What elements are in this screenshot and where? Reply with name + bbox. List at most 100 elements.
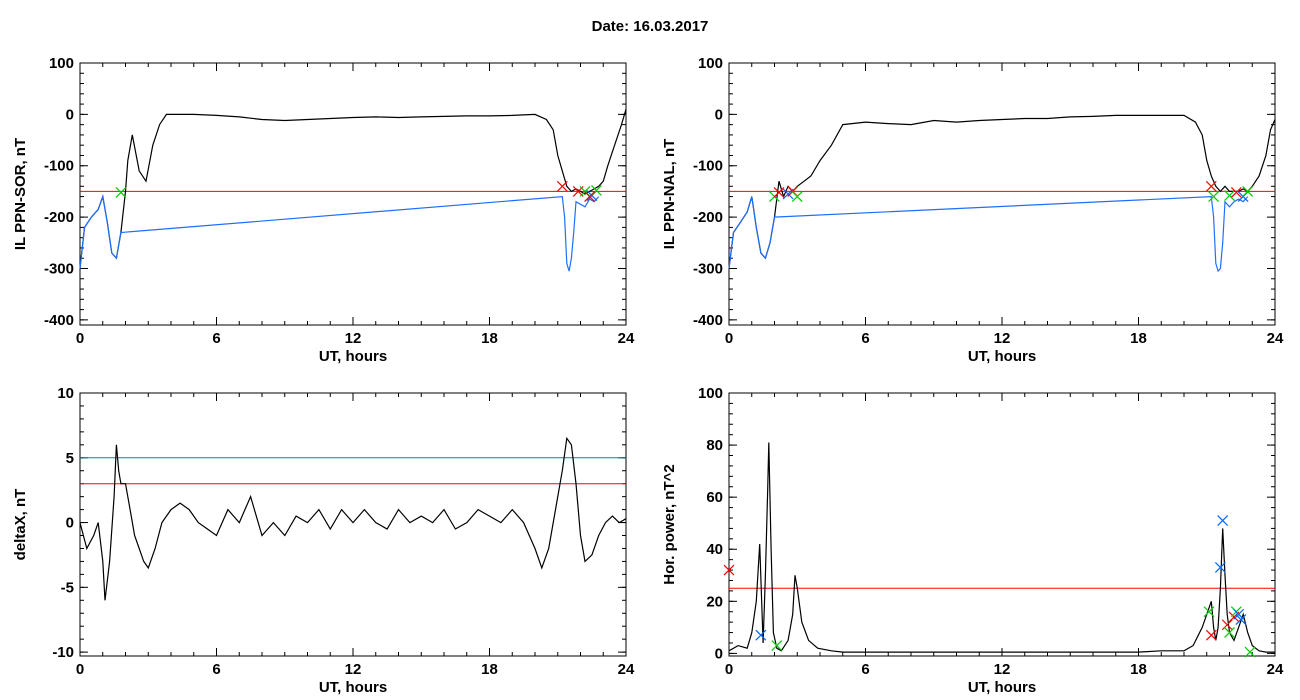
y-tick-label: 0 [66, 106, 74, 123]
y-tick-label: -100 [693, 158, 723, 175]
x-tick-label: 12 [345, 661, 362, 678]
chart-panel-3: 0 6 12 18 24 -10 -5 0 5 10 UT, hours deltaX, nT [12, 385, 635, 696]
x-marker [1224, 190, 1235, 201]
y-tick-label: -200 [693, 209, 723, 226]
x-marker-stroke [1233, 608, 1245, 620]
y-tick-label: -300 [44, 260, 74, 277]
x-marker [773, 187, 785, 198]
x-marker-stroke [755, 629, 767, 641]
x-marker [1242, 186, 1254, 197]
x-marker [556, 180, 568, 192]
x-tick-label: 24 [1267, 661, 1284, 678]
y-tick-label: 60 [706, 489, 723, 506]
y-axis-label: IL PPN-NAL, nT [661, 139, 678, 250]
series-line [79, 109, 627, 269]
x-marker [1203, 606, 1215, 618]
x-tick-label: 12 [994, 661, 1011, 678]
x-tick-label: 0 [725, 330, 733, 347]
x-marker [791, 191, 803, 202]
x-marker [771, 640, 783, 652]
y-tick-label: -400 [693, 312, 723, 329]
x-marker [1205, 180, 1217, 192]
x-marker-stroke [1217, 515, 1229, 527]
x-marker [755, 629, 767, 641]
y-axis-label: deltaX, nT [12, 489, 29, 561]
y-tick-label: 0 [715, 645, 723, 662]
x-tick-label: 24 [618, 330, 635, 347]
x-marker-stroke [1224, 627, 1235, 638]
x-axis-label: UT, hours [968, 348, 1036, 365]
chart-panel-1: 0 6 12 18 24 -400 -300 -200 -100 0 100 UT, hours IL … [12, 55, 635, 365]
y-tick-label: -400 [44, 312, 74, 329]
x-marker-stroke [1205, 629, 1217, 641]
x-marker [723, 564, 735, 576]
y-axis-label: IL PPN-SOR, nT [12, 138, 29, 250]
x-tick-label: 24 [1267, 330, 1284, 347]
x-axis-label: UT, hours [968, 679, 1036, 696]
y-tick-label: -300 [693, 260, 723, 277]
series-line [728, 114, 1276, 269]
x-marker-stroke [1242, 186, 1254, 197]
x-marker [1224, 627, 1235, 638]
x-tick-label: 18 [481, 330, 498, 347]
y-tick-label: 10 [57, 385, 74, 402]
x-tick-label: 12 [345, 330, 362, 347]
x-marker [1230, 187, 1242, 198]
x-marker [1244, 646, 1256, 658]
series-line [728, 195, 1249, 273]
x-marker-stroke [773, 187, 785, 198]
x-tick-label: 18 [1130, 330, 1147, 347]
x-marker [1217, 515, 1229, 527]
x-tick-label: 0 [76, 330, 84, 347]
x-marker-stroke [1235, 614, 1247, 625]
y-tick-label: -10 [52, 644, 74, 661]
y-tick-label: 40 [706, 541, 723, 558]
x-marker-stroke [1205, 180, 1217, 192]
y-tick-label: 20 [706, 593, 723, 610]
x-tick-label: 0 [725, 661, 733, 678]
y-tick-label: 100 [49, 55, 74, 72]
y-tick-label: -100 [44, 158, 74, 175]
x-marker-stroke [1208, 191, 1219, 202]
x-tick-label: 24 [618, 661, 635, 678]
x-tick-label: 6 [212, 330, 220, 347]
chart-panel-4: 0 6 12 18 24 0 20 40 60 80 100 UT, hours Hor. power,… [661, 385, 1284, 696]
x-axis-label: UT, hours [319, 348, 387, 365]
y-tick-label: -5 [61, 579, 74, 596]
x-tick-label: 0 [76, 661, 84, 678]
y-tick-label: -200 [44, 209, 74, 226]
series-line [79, 194, 600, 272]
x-marker-stroke [771, 640, 783, 652]
y-tick-label: 100 [698, 385, 723, 402]
x-marker [1221, 619, 1233, 631]
x-marker-stroke [584, 191, 596, 202]
x-marker-stroke [1214, 562, 1226, 573]
plot-frame [728, 62, 1276, 326]
x-marker [1205, 629, 1217, 641]
x-tick-label: 6 [212, 661, 220, 678]
date-title: Date: 16.03.2017 [591, 18, 709, 35]
x-marker-stroke [723, 564, 735, 576]
x-marker-stroke [1224, 190, 1235, 201]
x-marker-stroke [1221, 619, 1233, 631]
plot-frame [728, 392, 1276, 657]
y-tick-label: 0 [66, 515, 74, 532]
x-marker-stroke [1244, 646, 1256, 658]
x-tick-label: 12 [994, 330, 1011, 347]
x-marker [1235, 614, 1247, 625]
plot-frame [79, 62, 627, 326]
x-axis-label: UT, hours [319, 679, 387, 696]
x-marker [115, 187, 127, 198]
series-line [728, 442, 1275, 653]
x-tick-label: 6 [861, 661, 869, 678]
x-tick-label: 18 [481, 661, 498, 678]
y-tick-label: 0 [715, 106, 723, 123]
x-tick-label: 18 [1130, 661, 1147, 678]
x-marker [1214, 562, 1226, 573]
y-tick-label: 80 [706, 437, 723, 454]
y-tick-label: 100 [698, 55, 723, 72]
series-line [79, 436, 627, 601]
y-tick-label: 5 [66, 450, 74, 467]
y-axis-label: Hor. power, nT^2 [661, 464, 678, 584]
